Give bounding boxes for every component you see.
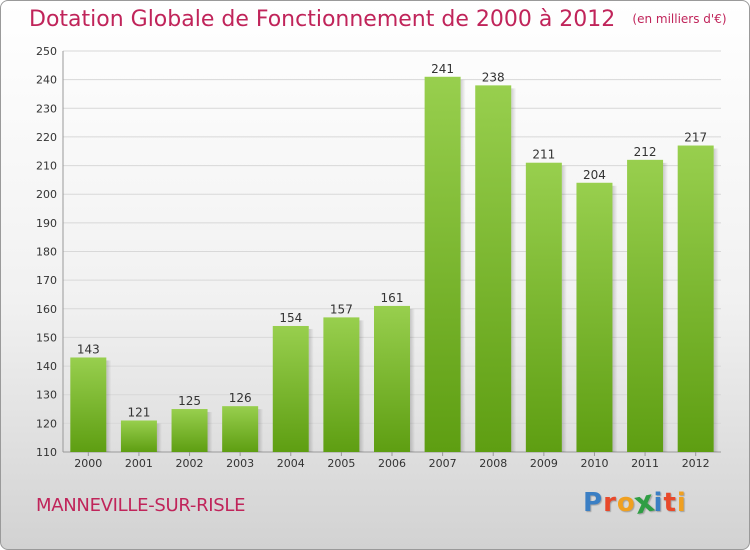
data-label: 161 <box>381 291 404 305</box>
x-tick-label: 2004 <box>277 457 305 470</box>
chart-title: Dotation Globale de Fonctionnement de 20… <box>29 7 616 32</box>
bar[interactable] <box>475 85 512 452</box>
bar[interactable] <box>120 420 157 452</box>
data-label: 125 <box>178 394 201 408</box>
logo-letter: i <box>653 488 664 518</box>
y-tick-label: 130 <box>36 389 57 402</box>
logo-letter: P <box>583 488 604 518</box>
logo-letter: t <box>663 488 677 518</box>
bar-shadow <box>460 79 466 453</box>
bar[interactable] <box>525 162 562 452</box>
data-label: 217 <box>684 131 707 145</box>
bar-shadow <box>612 185 618 452</box>
bar-shadow <box>106 360 112 452</box>
data-label: 204 <box>583 168 606 182</box>
data-label: 238 <box>482 70 505 84</box>
data-label: 121 <box>127 405 150 419</box>
x-tick-label: 2002 <box>176 457 204 470</box>
y-tick-label: 240 <box>36 74 57 87</box>
x-tick-label: 2008 <box>479 457 507 470</box>
x-tick-label: 2010 <box>580 457 608 470</box>
bar[interactable] <box>171 409 208 452</box>
bar-shadow <box>308 328 314 452</box>
bar[interactable] <box>576 182 613 452</box>
logo-letter: i <box>676 488 687 518</box>
y-tick-label: 150 <box>36 331 57 344</box>
proxiti-logo[interactable]: Proxiti <box>583 484 687 522</box>
y-tick-label: 120 <box>36 417 57 430</box>
x-tick-label: 2003 <box>226 457 254 470</box>
title-row: Dotation Globale de Fonctionnement de 20… <box>29 7 727 32</box>
unit-label: (en milliers d'€) <box>632 12 727 26</box>
y-tick-label: 160 <box>36 303 57 316</box>
bar-shadow <box>663 162 669 453</box>
x-tick-label: 2005 <box>327 457 355 470</box>
x-tick-label: 2011 <box>631 457 659 470</box>
y-tick-label: 220 <box>36 131 57 144</box>
commune-name: MANNEVILLE-SUR-RISLE <box>36 495 246 516</box>
x-tick-label: 2007 <box>429 457 457 470</box>
data-label: 241 <box>431 62 454 76</box>
y-tick-label: 200 <box>36 188 57 201</box>
bar[interactable] <box>374 305 410 452</box>
bar-shadow <box>713 148 719 452</box>
y-tick-label: 250 <box>36 45 57 58</box>
y-tick-label: 190 <box>36 217 57 230</box>
bar[interactable] <box>677 145 714 452</box>
bar-shadow <box>561 165 567 452</box>
bar[interactable] <box>424 76 461 453</box>
x-tick-label: 2009 <box>530 457 558 470</box>
data-label: 143 <box>77 342 100 356</box>
y-tick-label: 140 <box>36 360 57 373</box>
x-tick-label: 2001 <box>125 457 153 470</box>
y-tick-label: 110 <box>36 446 57 459</box>
data-label: 211 <box>532 148 555 162</box>
bar[interactable] <box>222 406 259 452</box>
data-label: 212 <box>634 145 657 159</box>
bar[interactable] <box>272 325 309 452</box>
bar-shadow <box>410 308 415 452</box>
data-label: 157 <box>330 302 353 316</box>
bar-shadow <box>258 409 264 452</box>
data-label: 154 <box>279 311 302 325</box>
bar-shadow <box>207 412 213 452</box>
bars <box>70 76 719 453</box>
logo-letter: r <box>603 488 617 518</box>
data-label: 126 <box>229 391 252 405</box>
y-tick-label: 180 <box>36 246 57 259</box>
bar[interactable] <box>70 357 107 452</box>
y-tick-label: 210 <box>36 160 57 173</box>
bar[interactable] <box>627 159 664 453</box>
logo-letter: o <box>616 488 636 518</box>
bar-shadow <box>511 88 517 452</box>
bar-shadow <box>156 423 162 452</box>
y-tick-label: 230 <box>36 102 57 115</box>
x-tick-label: 2006 <box>378 457 406 470</box>
bar[interactable] <box>323 317 360 452</box>
bar-shadow <box>359 320 365 452</box>
x-tick-label: 2012 <box>682 457 710 470</box>
y-tick-label: 170 <box>36 274 57 287</box>
x-tick-label: 2000 <box>74 457 102 470</box>
labels: 110 120 130 140 150 160 170 180 190 200 210 220 230 2… <box>36 45 710 470</box>
